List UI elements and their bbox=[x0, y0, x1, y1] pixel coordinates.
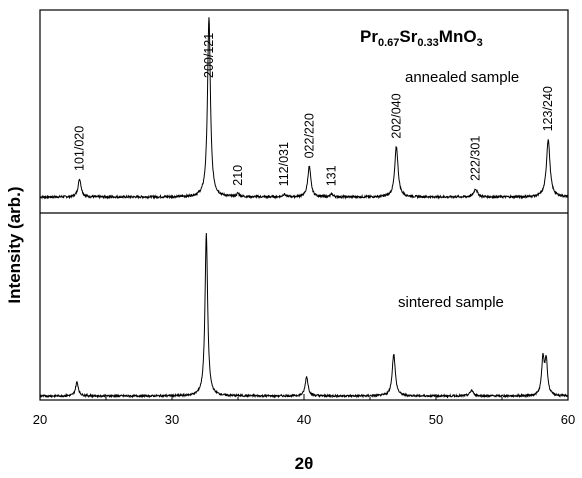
peak-label-5: 131 bbox=[325, 165, 339, 186]
x-axis-title: 2θ bbox=[295, 454, 314, 473]
x-tick-label-2: 40 bbox=[297, 412, 311, 427]
peak-label-4: 022/220 bbox=[302, 113, 316, 158]
formula-el-3: MnO bbox=[439, 27, 477, 46]
trace-sintered-sample bbox=[39, 233, 569, 399]
formula-sub-3: 3 bbox=[477, 37, 483, 49]
x-tick-label-0: 20 bbox=[33, 412, 47, 427]
x-axis: 20 30 40 50 60 bbox=[33, 394, 575, 427]
peak-label-7: 222/301 bbox=[469, 136, 483, 181]
peak-label-8: 123/240 bbox=[541, 86, 555, 131]
peak-label-6: 202/040 bbox=[389, 93, 403, 138]
panel-label-annealed: annealed sample bbox=[405, 69, 519, 86]
panel-label-sintered: sintered sample bbox=[398, 294, 504, 311]
peak-label-2: 210 bbox=[231, 165, 245, 186]
formula-sub-2: 0.33 bbox=[417, 37, 438, 49]
formula-el-1: Pr bbox=[360, 27, 378, 46]
formula-el-2: Sr bbox=[399, 27, 417, 46]
peak-labels: 101/020 200/121 210 112/031 022/220 131 202/04… bbox=[73, 33, 556, 187]
x-tick-label-1: 30 bbox=[165, 412, 179, 427]
peak-label-1: 200/121 bbox=[202, 33, 216, 78]
x-tick-label-3: 50 bbox=[429, 412, 443, 427]
x-tick-label-4: 60 bbox=[561, 412, 575, 427]
trace-annealed-sample bbox=[39, 17, 569, 200]
compound-formula: Pr0.67Sr0.33MnO3 bbox=[360, 27, 483, 49]
peak-label-3: 112/031 bbox=[277, 142, 291, 186]
y-axis-title: Intensity (arb.) bbox=[5, 186, 24, 303]
peak-label-0: 101/020 bbox=[73, 126, 87, 171]
traces bbox=[39, 17, 569, 399]
formula-sub-1: 0.67 bbox=[378, 37, 399, 49]
